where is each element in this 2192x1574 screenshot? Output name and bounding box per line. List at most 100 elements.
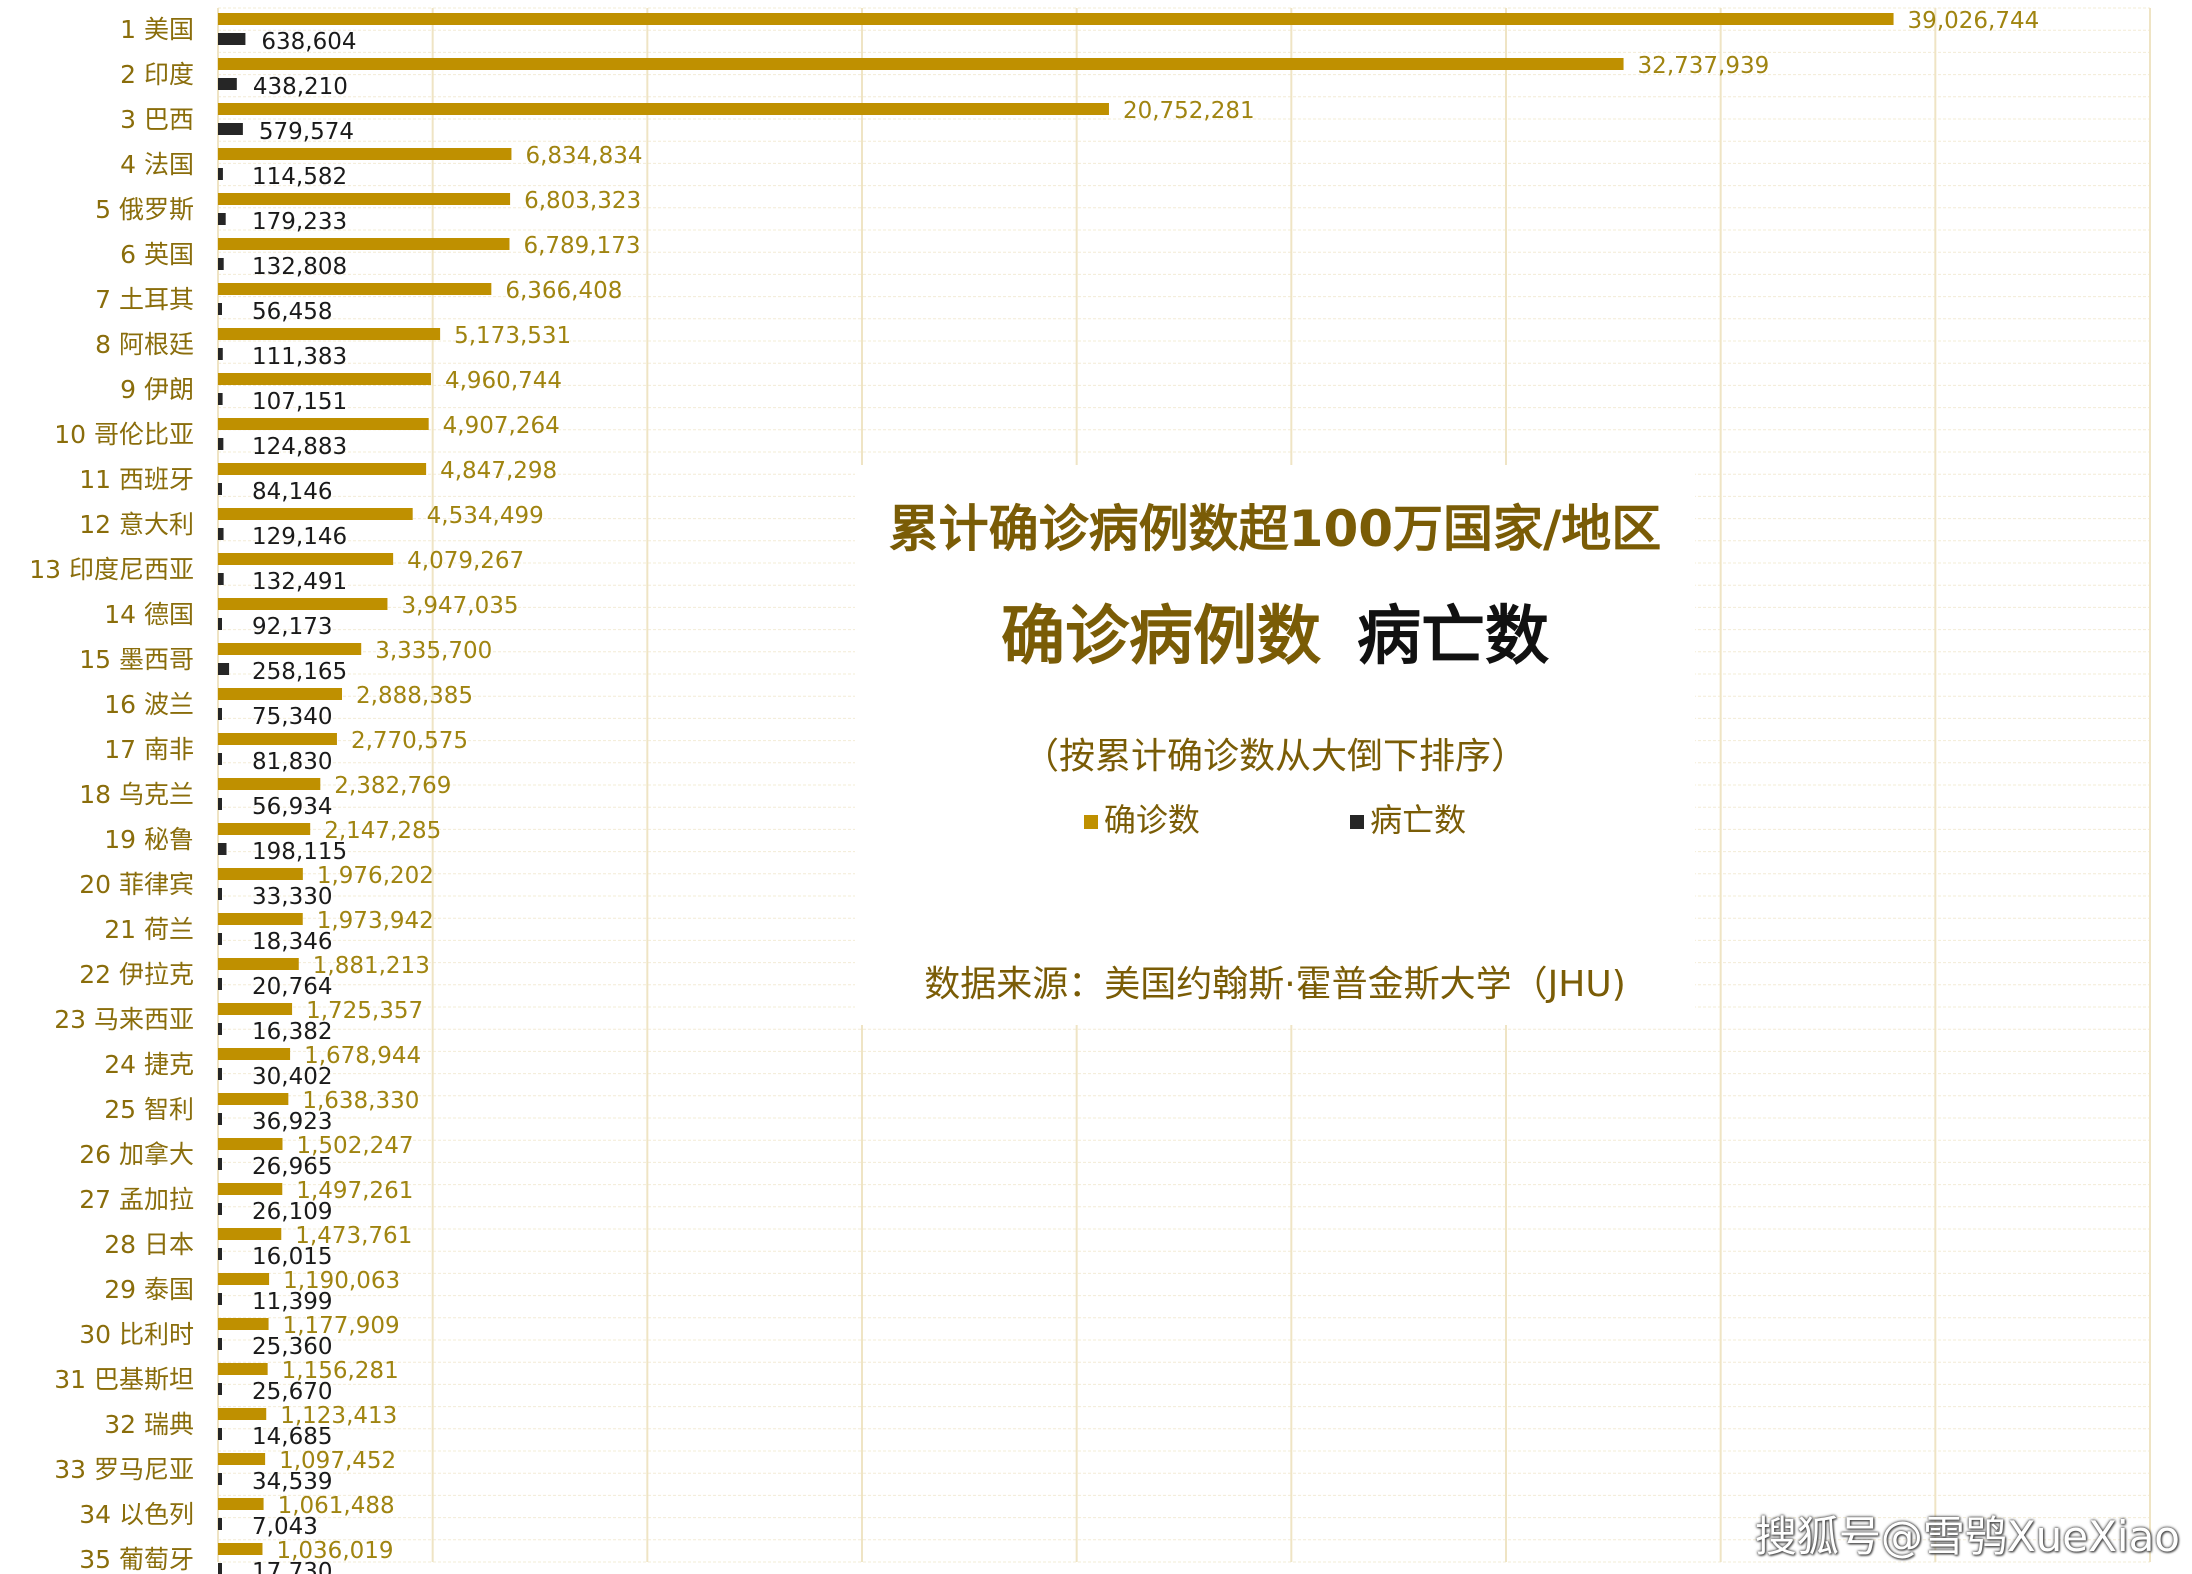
- value-label-deaths: 34,539: [252, 1469, 332, 1495]
- value-label-deaths: 16,015: [252, 1244, 332, 1270]
- value-label-confirmed: 2,147,285: [324, 818, 441, 844]
- value-label-confirmed: 1,881,213: [313, 953, 430, 979]
- bar-deaths: [218, 1518, 222, 1530]
- bar-deaths: [218, 1338, 222, 1350]
- value-label-deaths: 14,685: [252, 1424, 332, 1450]
- value-label-confirmed: 2,382,769: [334, 773, 451, 799]
- bar-confirmed: [218, 823, 311, 835]
- bar-confirmed: [218, 1003, 293, 1015]
- bar-confirmed: [218, 508, 413, 520]
- bar-confirmed: [218, 778, 321, 790]
- subtitle-confirmed: 确诊病例数: [1001, 600, 1321, 674]
- bar-confirmed: [218, 193, 511, 205]
- category-label: 7 土耳其: [95, 285, 194, 314]
- value-label-deaths: 92,173: [252, 614, 332, 640]
- value-label-confirmed: 1,190,063: [283, 1268, 400, 1294]
- bar-confirmed: [218, 328, 441, 340]
- bar-confirmed: [218, 58, 1624, 70]
- bar-deaths: [218, 1158, 222, 1170]
- category-label: 14 德国: [104, 600, 194, 629]
- value-label-confirmed: 4,079,267: [407, 548, 524, 574]
- subtitle-deaths: 病亡数: [1357, 600, 1549, 674]
- bar-deaths: [218, 1563, 222, 1574]
- bar-deaths: [218, 1293, 222, 1305]
- category-label: 25 智利: [104, 1095, 194, 1124]
- bar-confirmed: [218, 238, 510, 250]
- category-label: 29 泰国: [104, 1275, 194, 1304]
- legend-item-deaths: 病亡数: [1350, 795, 1466, 841]
- bar-confirmed: [218, 553, 394, 565]
- bar-confirmed: [218, 1138, 283, 1150]
- category-label: 1 美国: [120, 15, 194, 44]
- category-label: 23 马来西亚: [54, 1005, 194, 1034]
- value-label-deaths: 132,808: [252, 254, 347, 280]
- bar-deaths: [218, 933, 222, 945]
- bar-deaths: [218, 1473, 222, 1485]
- category-label: 24 捷克: [104, 1050, 194, 1079]
- bar-confirmed: [218, 1498, 264, 1510]
- category-label: 10 哥伦比亚: [54, 420, 194, 449]
- bar-deaths: [218, 1383, 222, 1395]
- bar-confirmed: [218, 418, 429, 430]
- category-label: 32 瑞典: [104, 1410, 194, 1439]
- category-label: 19 秘鲁: [104, 825, 194, 854]
- bar-confirmed: [218, 958, 299, 970]
- category-label: 27 孟加拉: [79, 1185, 194, 1214]
- value-label-confirmed: 1,497,261: [296, 1178, 413, 1204]
- value-label-deaths: 132,491: [252, 569, 347, 595]
- bar-confirmed: [218, 463, 427, 475]
- value-label-deaths: 17,730: [252, 1559, 332, 1574]
- bar-confirmed: [218, 1183, 283, 1195]
- category-label: 4 法国: [120, 150, 194, 179]
- bar-confirmed: [218, 1093, 289, 1105]
- value-label-confirmed: 1,097,452: [279, 1448, 396, 1474]
- category-label: 21 荷兰: [104, 915, 194, 944]
- bar-confirmed: [218, 103, 1109, 115]
- bar-deaths: [218, 573, 224, 585]
- value-label-confirmed: 4,907,264: [443, 413, 560, 439]
- category-label: 5 俄罗斯: [95, 195, 194, 224]
- bar-deaths: [218, 1113, 222, 1125]
- category-label: 2 印度: [120, 60, 194, 89]
- bar-confirmed: [218, 1543, 263, 1555]
- bar-deaths: [218, 753, 222, 765]
- value-label-confirmed: 6,803,323: [524, 188, 641, 214]
- value-label-deaths: 25,360: [252, 1334, 332, 1360]
- value-label-confirmed: 1,123,413: [280, 1403, 397, 1429]
- category-label: 30 比利时: [79, 1320, 194, 1349]
- value-label-deaths: 11,399: [252, 1289, 332, 1315]
- bar-deaths: [218, 483, 222, 495]
- value-label-deaths: 114,582: [252, 164, 347, 190]
- value-label-confirmed: 4,534,499: [427, 503, 544, 529]
- value-label-confirmed: 3,947,035: [401, 593, 518, 619]
- value-label-confirmed: 3,335,700: [375, 638, 492, 664]
- bar-deaths: [218, 78, 237, 90]
- value-label-confirmed: 1,976,202: [317, 863, 434, 889]
- category-label: 18 乌克兰: [79, 780, 194, 809]
- category-label: 3 巴西: [120, 105, 194, 134]
- value-label-confirmed: 5,173,531: [454, 323, 571, 349]
- value-label-deaths: 179,233: [252, 209, 347, 235]
- bar-deaths: [218, 663, 230, 675]
- bar-deaths: [218, 33, 246, 45]
- bar-confirmed: [218, 1363, 268, 1375]
- bar-deaths: [218, 213, 226, 225]
- bar-deaths: [218, 618, 222, 630]
- legend-swatch-deaths: [1350, 815, 1365, 829]
- value-label-deaths: 25,670: [252, 1379, 332, 1405]
- bar-confirmed: [218, 148, 512, 160]
- category-label: 17 南非: [104, 735, 194, 764]
- category-label: 8 阿根廷: [95, 330, 194, 359]
- bar-deaths: [218, 978, 222, 990]
- value-label-confirmed: 6,834,834: [525, 143, 642, 169]
- value-label-confirmed: 20,752,281: [1123, 98, 1255, 124]
- bar-confirmed: [218, 13, 1894, 25]
- bar-deaths: [218, 1023, 222, 1035]
- value-label-confirmed: 1,678,944: [304, 1043, 421, 1069]
- bar-confirmed: [218, 1408, 267, 1420]
- value-label-deaths: 16,382: [252, 1019, 332, 1045]
- value-label-deaths: 111,383: [252, 344, 347, 370]
- bar-confirmed: [218, 373, 431, 385]
- chart-title: 累计确诊病例数超100万国家/地区: [888, 500, 1662, 558]
- bar-deaths: [218, 393, 223, 405]
